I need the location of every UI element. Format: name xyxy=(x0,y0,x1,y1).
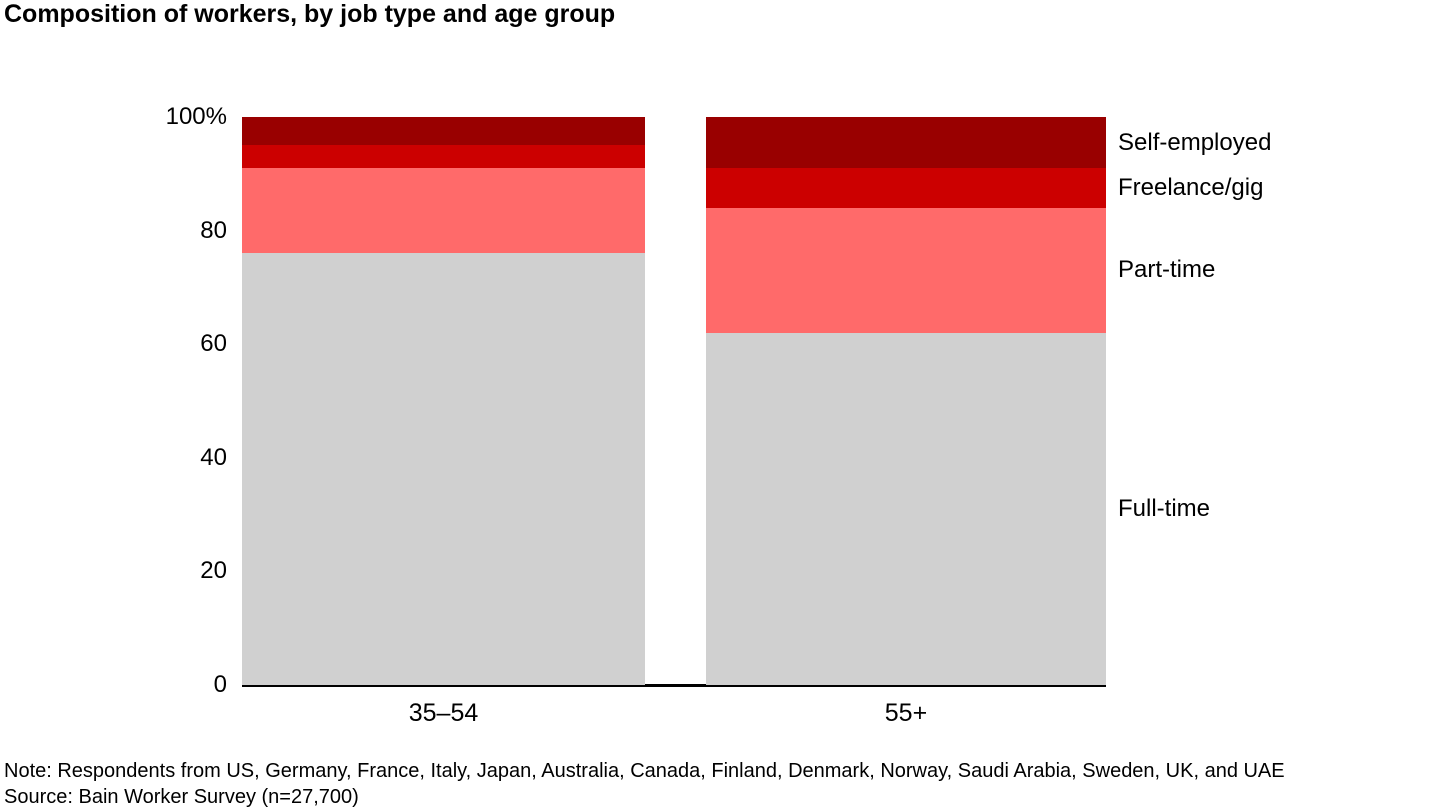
footnotes: Note: Respondents from US, Germany, Fran… xyxy=(4,758,1285,810)
bar-55 xyxy=(706,117,1106,685)
segment-self-employed-35-54 xyxy=(242,117,645,146)
plot-area: 100% 80 60 40 20 0 35–54 55+ Full-time Part-time F… xyxy=(166,103,1272,727)
y-tick-40: 40 xyxy=(200,443,227,471)
bar-35-54 xyxy=(242,117,645,685)
y-tick-80: 80 xyxy=(200,216,227,244)
series-label-self-employed: Self-employed xyxy=(1118,128,1272,156)
note-text: Note: Respondents from US, Germany, Fran… xyxy=(4,760,1285,782)
x-label-35-54: 35–54 xyxy=(408,699,479,727)
series-label-full-time: Full-time xyxy=(1118,494,1211,522)
y-tick-20: 20 xyxy=(200,557,227,585)
segment-self-employed-55 xyxy=(706,117,1106,169)
series-label-freelance-gig: Freelance/gig xyxy=(1118,174,1264,201)
chart-title: Composition of workers, by job type and … xyxy=(4,0,616,28)
segment-part-time-55 xyxy=(706,207,1106,333)
x-label-55: 55+ xyxy=(884,699,928,727)
source-text: Source: Bain Worker Survey (n=27,700) xyxy=(4,786,359,808)
segment-part-time-35-54 xyxy=(242,168,645,254)
x-axis-line xyxy=(242,684,1106,687)
segment-full-time-55 xyxy=(706,332,1106,685)
y-tick-0: 0 xyxy=(213,671,227,698)
segment-freelance-gig-55 xyxy=(706,168,1106,208)
y-tick-100: 100% xyxy=(165,103,227,130)
series-label-part-time: Part-time xyxy=(1118,256,1216,284)
segment-full-time-35-54 xyxy=(242,253,645,685)
segment-freelance-gig-35-54 xyxy=(242,145,645,169)
y-tick-60: 60 xyxy=(200,330,227,358)
